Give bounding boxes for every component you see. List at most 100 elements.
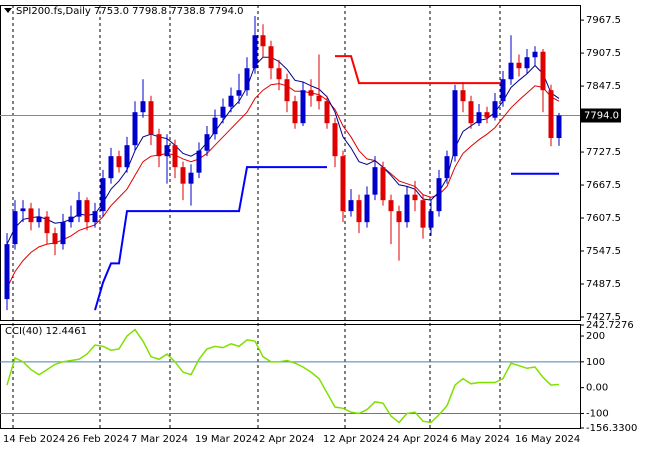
candle-body (532, 51, 538, 58)
y-tick-label: 7547.5 (586, 246, 621, 257)
candle-body (212, 117, 218, 135)
candle-body (108, 156, 114, 179)
chart-title: SPI200.fs,Daily 7753.0 7798.8 7738.8 779… (16, 6, 243, 17)
candle-body (100, 178, 106, 212)
x-tick-label: 16 May 2024 (515, 434, 580, 445)
x-tick-label: 24 Apr 2024 (387, 434, 449, 445)
candle-body (124, 145, 130, 168)
candle-body (556, 115, 562, 139)
candle-body (420, 200, 426, 228)
candle-body (20, 208, 26, 212)
x-tick-label: 19 Mar 2024 (195, 434, 258, 445)
candle-body (156, 134, 162, 157)
candle-body (444, 156, 450, 179)
indicator-line (6, 56, 560, 245)
cci-title: CCI(40) 12.4461 (5, 326, 87, 337)
x-tick-label: 6 May 2024 (451, 434, 510, 445)
candle-body (4, 244, 10, 300)
y-tick-label: -100 (586, 408, 609, 419)
candle-body (276, 68, 282, 80)
candle-body (76, 200, 82, 217)
y-tick-label: 7667.5 (586, 180, 621, 191)
candle-body (508, 62, 514, 80)
candle-body (396, 211, 402, 223)
last-price-label: 7794.0 (584, 110, 619, 121)
candle-body (452, 90, 458, 157)
candle-body (316, 95, 322, 102)
candle-body (460, 90, 466, 102)
cci-frame (0, 324, 581, 429)
indicator-line (94, 166, 559, 311)
indicator-line (6, 328, 560, 424)
y-tick-label: 100 (586, 357, 605, 368)
candle-body (356, 200, 362, 223)
candle-body (204, 134, 210, 151)
x-tick-label: 2 Apr 2024 (259, 434, 314, 445)
candle-body (140, 101, 146, 113)
candle-body (500, 79, 506, 102)
candle-body (548, 90, 554, 139)
y-tick-label: 7487.5 (586, 279, 621, 290)
x-tick-label: 26 Feb 2024 (67, 434, 129, 445)
candle-body (268, 46, 274, 69)
candle-body (380, 167, 386, 201)
candle-body (540, 51, 546, 91)
candle-body (84, 200, 90, 223)
candle-body (252, 35, 258, 69)
y-tick-label: 7907.5 (586, 48, 621, 59)
candle-body (436, 178, 442, 212)
candle-body (132, 112, 138, 146)
candle-body (284, 79, 290, 102)
candle-body (516, 62, 522, 69)
candle-body (196, 150, 202, 173)
candle-body (372, 167, 378, 195)
candle-body (412, 194, 418, 201)
candle-body (68, 216, 74, 223)
candle-body (340, 156, 346, 212)
collapse-icon (4, 8, 12, 13)
candle-body (52, 233, 58, 245)
y-tick-label: 0.00 (586, 383, 608, 394)
y-tick-label: 7967.5 (586, 15, 621, 26)
candle-body (28, 208, 34, 223)
last-price-box (581, 108, 621, 123)
candle-body (220, 106, 226, 118)
candle-body (44, 216, 50, 234)
candle-body (348, 200, 354, 212)
candle-body (260, 35, 266, 47)
candle-body (492, 101, 498, 118)
candle-body (428, 211, 434, 228)
x-tick-label: 14 Feb 2024 (3, 434, 65, 445)
y-tick-label: 242.7276 (586, 320, 634, 331)
y-tick-label: -156.3300 (586, 423, 637, 434)
main-frame (0, 5, 581, 321)
y-tick-label: 200 (586, 331, 605, 342)
candle-body (388, 200, 394, 212)
y-tick-label: 7727.5 (586, 147, 621, 158)
candle-body (300, 90, 306, 124)
candle-body (12, 211, 18, 245)
y-tick-label: 7427.5 (586, 312, 621, 323)
candle-body (308, 90, 314, 96)
candle-body (92, 211, 98, 223)
indicator-line (335, 55, 503, 85)
indicator-line (6, 83, 560, 289)
y-tick-label: 7847.5 (586, 81, 621, 92)
candle-body (324, 101, 330, 124)
candle-body (332, 123, 338, 157)
candle-body (148, 101, 154, 135)
candle-body (36, 216, 42, 223)
candle-body (468, 101, 474, 124)
candle-body (164, 145, 170, 157)
candle-body (476, 112, 482, 124)
candle-body (116, 156, 122, 168)
candle-body (228, 95, 234, 107)
candle-body (188, 172, 194, 184)
y-tick-label: 7607.5 (586, 213, 621, 224)
candle-body (404, 194, 410, 223)
candle-body (524, 57, 530, 69)
candle-body (364, 194, 370, 223)
candle-body (236, 90, 242, 96)
